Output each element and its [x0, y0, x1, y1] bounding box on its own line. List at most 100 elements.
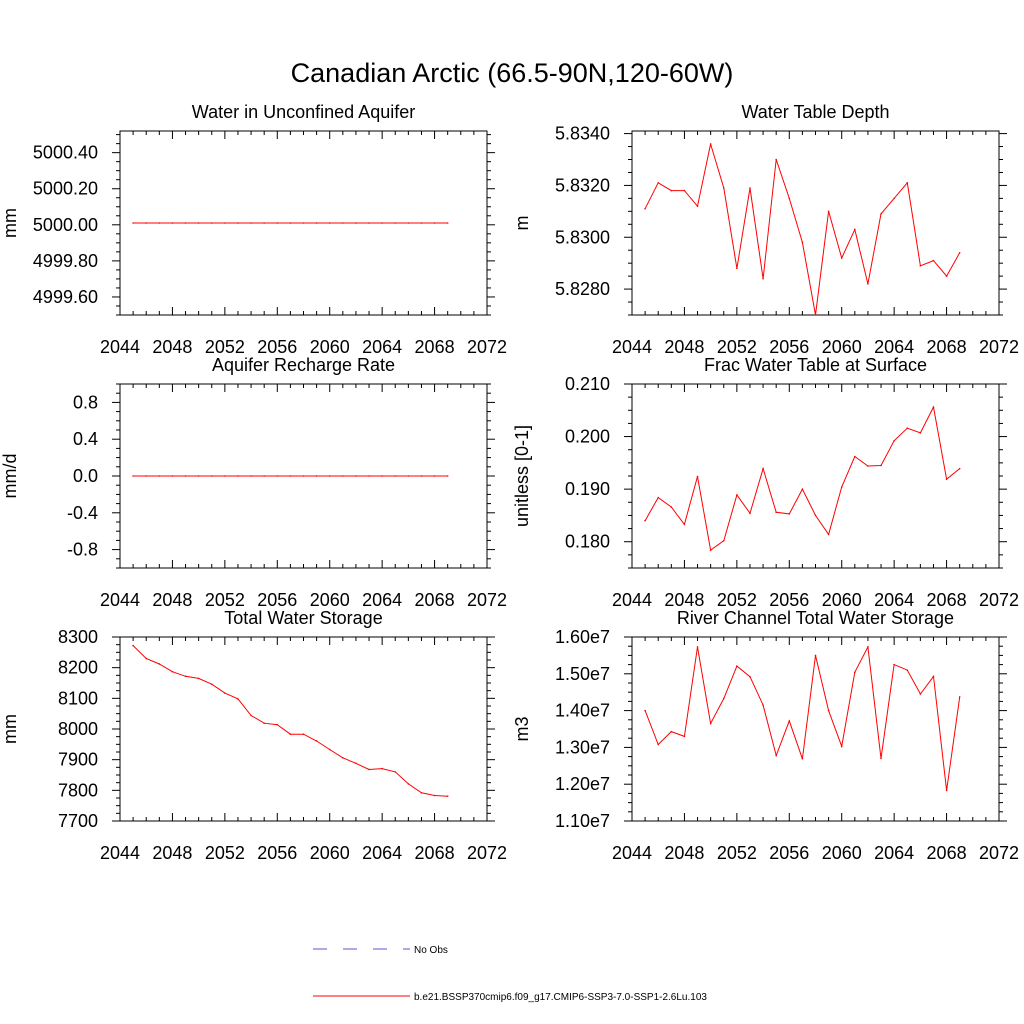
data-point — [880, 464, 882, 467]
data-point — [657, 182, 660, 184]
data-point — [315, 740, 318, 742]
data-point — [696, 475, 699, 478]
x-tick-label: 2064 — [362, 843, 402, 863]
y-tick-label: 5.8340 — [555, 124, 610, 144]
x-tick-label: 2060 — [822, 590, 862, 610]
data-point — [433, 794, 436, 797]
legend: No Obs b.e21.BSSP370cmip6.f09_g17.CMIP6-… — [313, 945, 707, 1003]
panel-title: Frac Water Table at Surface — [704, 355, 927, 375]
data-point — [919, 264, 922, 267]
data-point — [381, 475, 383, 477]
y-tick-label: 8000 — [58, 719, 98, 739]
data-point — [854, 671, 856, 674]
y-tick-label: 8100 — [58, 688, 98, 708]
x-tick-label: 2052 — [205, 843, 245, 863]
data-point — [237, 475, 239, 477]
x-tick-label: 2044 — [100, 337, 140, 357]
data-point — [840, 486, 843, 488]
data-point — [407, 783, 410, 785]
x-tick-label: 2048 — [664, 843, 704, 863]
data-point — [801, 488, 804, 490]
data-point — [775, 754, 777, 757]
series-line — [644, 143, 961, 316]
y-tick-label: 8200 — [58, 658, 98, 678]
data-point — [683, 189, 686, 192]
data-point — [368, 768, 370, 771]
data-point — [880, 757, 882, 760]
data-point — [132, 475, 134, 477]
data-point — [302, 733, 305, 736]
x-tick-label: 2044 — [100, 843, 140, 863]
x-tick-label: 2068 — [415, 337, 455, 357]
data-point — [420, 222, 423, 224]
data-point — [132, 644, 134, 647]
panel-total-water-storage: Total Water Storage mm 2044 2048 2052 2056 206… — [0, 608, 507, 863]
data-point — [342, 222, 344, 224]
data-point — [906, 669, 909, 671]
data-point — [145, 475, 148, 477]
y-tick-label: 0.200 — [565, 427, 610, 447]
data-point — [158, 663, 161, 665]
data-point — [906, 427, 909, 429]
data-point — [197, 475, 200, 477]
legend-obs-label: No Obs — [414, 945, 448, 956]
y-tick-label: 5000.40 — [33, 143, 98, 163]
y-tick-label: 1.30e7 — [555, 737, 610, 757]
x-tick-label: 2048 — [664, 590, 704, 610]
x-tick-label: 2060 — [310, 590, 350, 610]
data-point — [328, 222, 331, 224]
data-point — [171, 475, 174, 477]
data-point — [670, 506, 673, 508]
data-point — [945, 478, 948, 480]
data-point — [749, 512, 751, 515]
data-point — [788, 197, 791, 200]
x-tick-label: 2052 — [717, 843, 757, 863]
data-point — [736, 665, 738, 667]
panel-title: Total Water Storage — [224, 608, 382, 628]
x-tick-label: 2056 — [257, 843, 297, 863]
x-tick-label: 2064 — [362, 590, 402, 610]
data-point — [315, 475, 318, 477]
y-tick-label: 5.8280 — [555, 279, 610, 299]
y-axis-label: mm — [0, 208, 20, 238]
data-point — [145, 657, 148, 660]
plot-frame — [631, 636, 1000, 822]
panel-title: River Channel Total Water Storage — [677, 608, 954, 628]
data-point — [355, 222, 357, 224]
data-point — [224, 222, 226, 224]
data-point — [446, 795, 449, 797]
data-point — [407, 475, 410, 477]
data-point — [210, 475, 213, 477]
data-point — [932, 406, 935, 408]
data-point — [237, 222, 239, 224]
data-point — [289, 475, 292, 477]
x-tick-label: 2064 — [874, 337, 914, 357]
data-point — [263, 475, 265, 477]
data-point — [709, 722, 712, 725]
data-point — [683, 735, 686, 738]
y-tick-label: 4999.60 — [33, 287, 98, 307]
y-tick-label: 1.40e7 — [555, 701, 610, 721]
data-point — [749, 187, 751, 189]
x-tick-label: 2068 — [927, 590, 967, 610]
data-point — [932, 675, 935, 678]
x-tick-label: 2052 — [717, 337, 757, 357]
data-point — [644, 709, 646, 712]
data-point — [368, 475, 370, 477]
data-point — [867, 465, 869, 467]
x-tick-label: 2060 — [310, 843, 350, 863]
data-point — [775, 511, 777, 514]
x-tick-label: 2072 — [979, 337, 1019, 357]
x-tick-label: 2056 — [769, 590, 809, 610]
x-tick-label: 2072 — [979, 843, 1019, 863]
data-point — [840, 257, 843, 259]
data-point — [302, 475, 305, 477]
data-point — [827, 709, 830, 712]
data-point — [840, 745, 843, 748]
data-point — [433, 222, 436, 224]
x-tick-label: 2056 — [257, 590, 297, 610]
data-point — [145, 222, 148, 224]
data-point — [854, 455, 856, 458]
data-point — [381, 222, 383, 224]
